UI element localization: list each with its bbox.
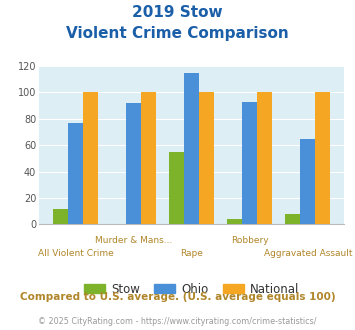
Text: Rape: Rape: [180, 249, 203, 258]
Text: © 2025 CityRating.com - https://www.cityrating.com/crime-statistics/: © 2025 CityRating.com - https://www.city…: [38, 317, 317, 326]
Bar: [126, 103, 141, 224]
Bar: [315, 92, 331, 224]
Text: Murder & Mans...: Murder & Mans...: [95, 236, 172, 245]
Bar: [242, 102, 257, 224]
Text: Violent Crime Comparison: Violent Crime Comparison: [66, 26, 289, 41]
Bar: [53, 209, 68, 224]
Bar: [257, 92, 272, 224]
Text: Compared to U.S. average. (U.S. average equals 100): Compared to U.S. average. (U.S. average …: [20, 292, 335, 302]
Text: All Violent Crime: All Violent Crime: [38, 249, 114, 258]
Bar: [285, 214, 300, 224]
Bar: [199, 92, 214, 224]
Bar: [227, 219, 242, 224]
Bar: [184, 73, 199, 224]
Bar: [68, 123, 83, 224]
Bar: [300, 139, 315, 224]
Bar: [141, 92, 156, 224]
Text: Aggravated Assault: Aggravated Assault: [263, 249, 352, 258]
Bar: [83, 92, 98, 224]
Legend: Stow, Ohio, National: Stow, Ohio, National: [79, 278, 304, 300]
Text: Robbery: Robbery: [231, 236, 269, 245]
Bar: [169, 152, 184, 224]
Text: 2019 Stow: 2019 Stow: [132, 5, 223, 20]
